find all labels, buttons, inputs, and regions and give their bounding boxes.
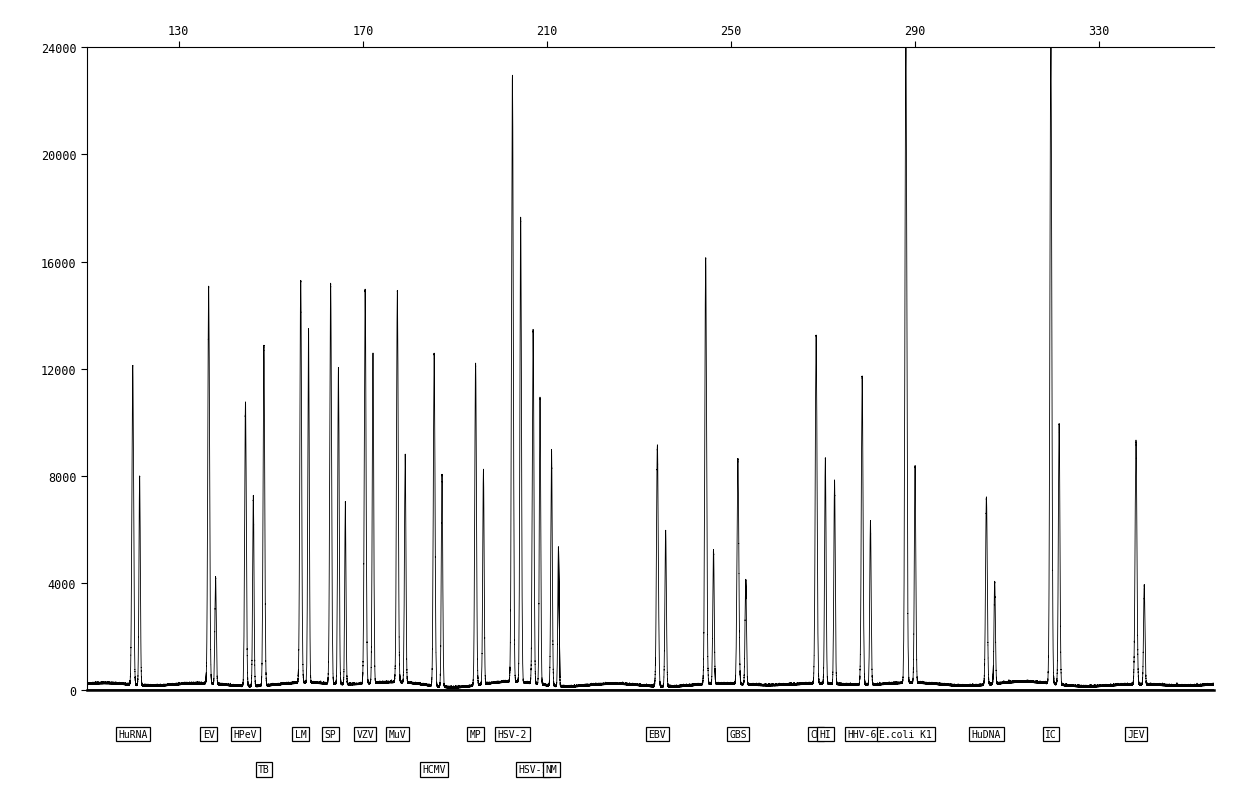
Text: HCMV: HCMV bbox=[422, 764, 446, 774]
Text: HI: HI bbox=[819, 729, 831, 739]
Text: HHV-6: HHV-6 bbox=[847, 729, 877, 739]
Text: HuDNA: HuDNA bbox=[971, 729, 1001, 739]
Text: CN: CN bbox=[810, 729, 821, 739]
Text: EBV: EBV bbox=[648, 729, 667, 739]
Text: LM: LM bbox=[295, 729, 306, 739]
Text: NM: NM bbox=[545, 764, 558, 774]
Text: JEV: JEV bbox=[1127, 729, 1145, 739]
Text: TB: TB bbox=[258, 764, 270, 774]
Text: E.coli K1: E.coli K1 bbox=[880, 729, 932, 739]
Text: HSV-1: HSV-1 bbox=[518, 764, 548, 774]
Text: EV: EV bbox=[203, 729, 214, 739]
Text: HPeV: HPeV bbox=[234, 729, 258, 739]
Text: HSV-2: HSV-2 bbox=[498, 729, 527, 739]
Text: IC: IC bbox=[1044, 729, 1057, 739]
Text: MuV: MuV bbox=[389, 729, 406, 739]
Text: VZV: VZV bbox=[357, 729, 374, 739]
Text: GBS: GBS bbox=[729, 729, 747, 739]
Text: HuRNA: HuRNA bbox=[118, 729, 147, 739]
Text: MP: MP bbox=[470, 729, 482, 739]
Text: SP: SP bbox=[325, 729, 337, 739]
